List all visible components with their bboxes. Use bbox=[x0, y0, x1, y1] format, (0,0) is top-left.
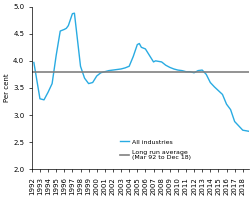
All industries bbox=[115, 68, 118, 71]
Legend: All industries, Long run average
(Mar 92 to Dec 18): All industries, Long run average (Mar 92… bbox=[117, 137, 193, 163]
All industries bbox=[240, 129, 243, 131]
All industries bbox=[32, 61, 35, 64]
All industries bbox=[71, 13, 74, 15]
All industries bbox=[224, 103, 227, 105]
All industries bbox=[87, 82, 90, 85]
Line: All industries: All industries bbox=[34, 13, 248, 131]
All industries bbox=[73, 12, 76, 14]
All industries bbox=[246, 130, 249, 133]
Y-axis label: Per cent: Per cent bbox=[4, 74, 10, 102]
All industries bbox=[58, 30, 61, 32]
